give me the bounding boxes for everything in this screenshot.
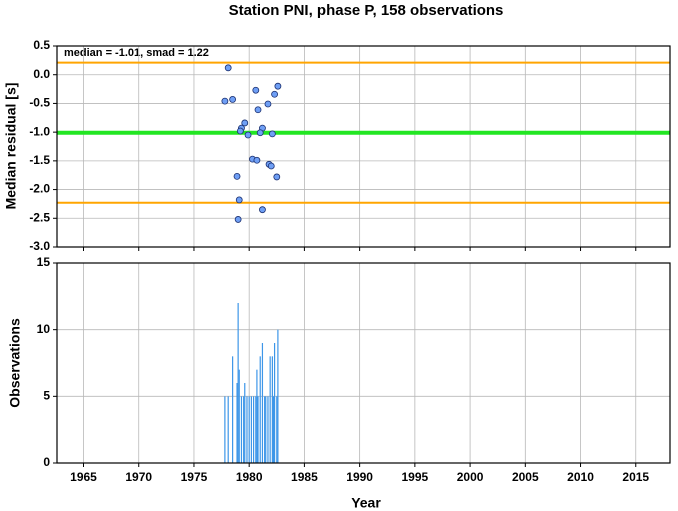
scatter-point bbox=[252, 86, 260, 94]
scatter-point bbox=[256, 129, 264, 137]
annotation: median = -1.01, smad = 1.22 bbox=[64, 47, 209, 59]
scatter-point bbox=[264, 100, 272, 108]
x-tick-label: 1965 bbox=[70, 470, 97, 484]
x-tick-label: 1980 bbox=[236, 470, 263, 484]
bar bbox=[224, 396, 226, 463]
bar bbox=[232, 356, 234, 463]
scatter-point bbox=[268, 130, 276, 138]
bar bbox=[256, 369, 258, 463]
bar bbox=[261, 343, 264, 463]
bar bbox=[276, 396, 278, 463]
y-tick-label: -2.0 bbox=[29, 182, 50, 196]
bar bbox=[244, 383, 246, 463]
y-tick-label: 0 bbox=[43, 455, 50, 469]
bar bbox=[269, 356, 271, 463]
bar bbox=[237, 303, 239, 463]
x-tick-label: 1975 bbox=[181, 470, 208, 484]
scatter-point bbox=[241, 119, 249, 127]
bar bbox=[248, 396, 250, 463]
y-tick-label: 15 bbox=[37, 255, 51, 269]
y-tick-label: 0.0 bbox=[33, 67, 50, 81]
scatter-point bbox=[267, 162, 275, 170]
bar bbox=[236, 383, 238, 463]
bar bbox=[257, 396, 259, 463]
bar bbox=[250, 396, 252, 463]
scatter-point bbox=[271, 90, 278, 98]
x-tick-label: 2010 bbox=[567, 470, 594, 484]
y-tick-label: -3.0 bbox=[29, 239, 50, 253]
bar bbox=[272, 396, 275, 463]
x-tick-label: 1995 bbox=[402, 470, 429, 484]
y-axis-title: Median residual [s] bbox=[3, 83, 19, 210]
bar bbox=[238, 369, 240, 463]
y-tick-label: -2.5 bbox=[29, 210, 50, 224]
y-tick-label: 0.5 bbox=[33, 38, 50, 52]
x-tick-label: 2005 bbox=[512, 470, 539, 484]
bar bbox=[240, 396, 243, 463]
scatter-point bbox=[229, 96, 237, 103]
scatter-point bbox=[274, 82, 282, 90]
x-tick-label: 1970 bbox=[125, 470, 152, 484]
x-axis-title: Year bbox=[351, 495, 381, 511]
bar bbox=[253, 396, 255, 463]
x-tick-label: 2015 bbox=[622, 470, 649, 484]
bar bbox=[264, 396, 266, 463]
scatter-point bbox=[221, 97, 229, 105]
bar bbox=[273, 343, 276, 463]
scatter-point bbox=[244, 131, 252, 139]
bar bbox=[255, 396, 257, 463]
scatter-point bbox=[254, 106, 262, 114]
y-tick-label: 10 bbox=[37, 322, 51, 336]
bar bbox=[267, 396, 269, 463]
scatter-point bbox=[224, 64, 232, 72]
plot-frame bbox=[56, 45, 671, 248]
plot-frame bbox=[56, 262, 671, 464]
bar bbox=[277, 329, 279, 463]
bar bbox=[259, 356, 261, 463]
scatter-point bbox=[259, 206, 266, 214]
scatter-point bbox=[273, 173, 281, 181]
bar bbox=[246, 396, 248, 463]
y-axis-title: Observations bbox=[7, 318, 23, 408]
scatter-point bbox=[233, 172, 241, 180]
x-tick-label: 1990 bbox=[346, 470, 373, 484]
bar bbox=[271, 356, 273, 463]
bar bbox=[265, 396, 267, 463]
bar bbox=[243, 396, 245, 463]
scatter-point bbox=[234, 216, 242, 223]
y-tick-label: -1.5 bbox=[29, 153, 50, 167]
y-tick-label: 5 bbox=[43, 389, 50, 403]
y-tick-label: -1.0 bbox=[29, 124, 50, 138]
x-tick-label: 1985 bbox=[291, 470, 318, 484]
scatter-point bbox=[253, 156, 261, 164]
scatter-point bbox=[236, 127, 244, 135]
chart-title: Station PNI, phase P, 158 observations bbox=[229, 2, 504, 19]
x-tick-label: 2000 bbox=[457, 470, 484, 484]
bar bbox=[227, 396, 229, 463]
scatter-point bbox=[235, 196, 243, 204]
y-tick-label: -0.5 bbox=[29, 96, 50, 110]
